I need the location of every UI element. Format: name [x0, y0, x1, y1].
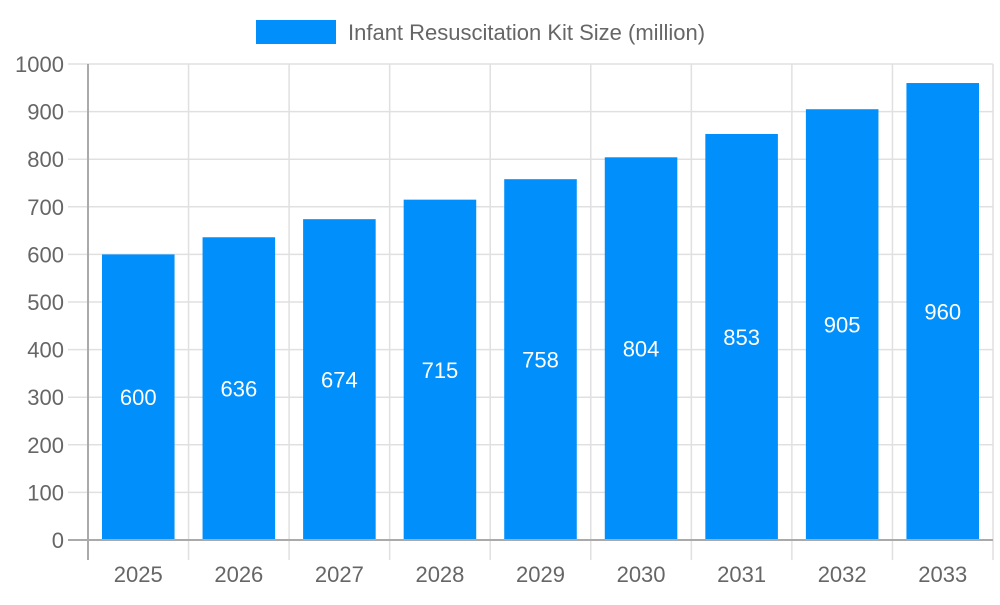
legend-label: Infant Resuscitation Kit Size (million)	[348, 20, 705, 45]
data-label: 804	[623, 337, 660, 362]
data-label: 636	[220, 377, 257, 402]
bar	[403, 199, 477, 540]
data-label: 758	[522, 348, 559, 373]
x-tick-label: 2025	[114, 562, 163, 587]
y-tick-label: 0	[52, 528, 64, 553]
data-label: 905	[824, 313, 861, 338]
x-tick-label: 2031	[717, 562, 766, 587]
bar	[805, 109, 879, 540]
y-tick-label: 600	[27, 242, 64, 267]
x-tick-label: 2032	[818, 562, 867, 587]
data-label: 960	[924, 300, 961, 325]
x-tick-label: 2030	[617, 562, 666, 587]
bar	[202, 237, 276, 540]
data-label: 674	[321, 368, 358, 393]
legend-swatch	[256, 20, 336, 44]
data-label: 715	[422, 358, 459, 383]
bar	[906, 83, 979, 540]
bar	[604, 157, 678, 540]
data-label: 853	[723, 325, 760, 350]
bars: 600 636 674 715 758 804 853 905 960	[102, 83, 979, 541]
y-tick-label: 300	[27, 385, 64, 410]
y-tick-label: 200	[27, 433, 64, 458]
y-tick-label: 100	[27, 480, 64, 505]
x-tick-label: 2028	[415, 562, 464, 587]
x-tick-label: 2033	[918, 562, 967, 587]
bar	[303, 219, 376, 540]
data-label: 600	[120, 385, 157, 410]
legend[interactable]: Infant Resuscitation Kit Size (million)	[256, 20, 705, 45]
y-tick-label: 800	[27, 147, 64, 172]
bar	[504, 179, 577, 540]
y-tick-label: 700	[27, 195, 64, 220]
x-tick-label: 2026	[214, 562, 263, 587]
y-tick-label: 900	[27, 100, 64, 125]
bar	[705, 133, 778, 541]
axes: 0 100 200 300 400 500 600 700 800 900 1000 2025 2026…	[15, 52, 993, 587]
y-tick-label: 1000	[15, 52, 64, 77]
y-tick-label: 400	[27, 338, 64, 363]
x-tick-label: 2029	[516, 562, 565, 587]
bar	[102, 254, 175, 540]
x-tick-label: 2027	[315, 562, 364, 587]
y-tick-label: 500	[27, 290, 64, 315]
